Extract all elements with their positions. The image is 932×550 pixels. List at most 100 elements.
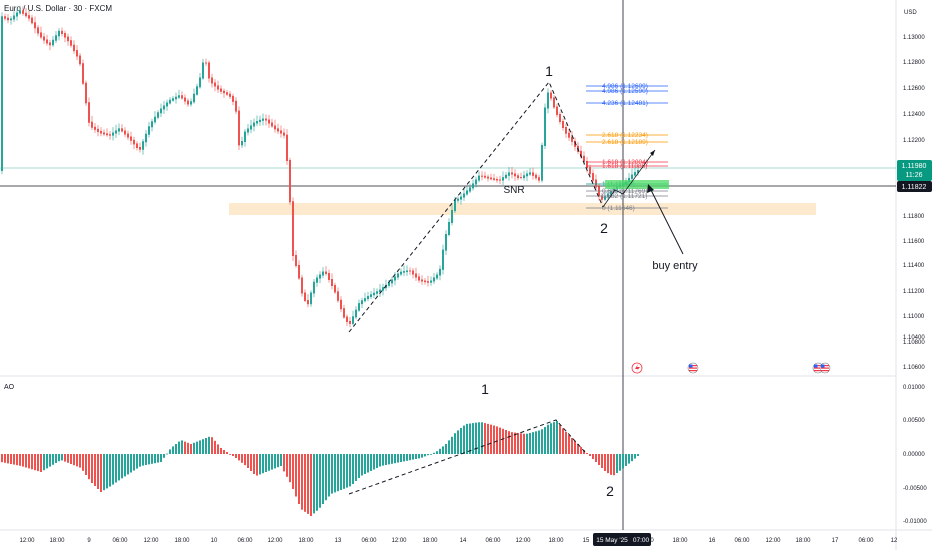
time-label[interactable]: 18:00 xyxy=(795,538,811,544)
time-label[interactable]: 17 xyxy=(832,538,839,544)
candle-body xyxy=(190,101,192,105)
candle-body xyxy=(118,128,120,132)
time-label[interactable]: 06:00 xyxy=(361,538,377,544)
ao-divergence-line[interactable] xyxy=(348,419,586,495)
price-tick-label[interactable]: 1.11200 xyxy=(903,289,925,295)
price-tick-label[interactable]: 1.11400 xyxy=(903,263,925,269)
time-label[interactable]: 16 xyxy=(709,538,716,544)
fib-level-label[interactable]: 0 (1.11646) xyxy=(602,205,635,212)
price-tick-label[interactable]: 1.10800 xyxy=(903,340,925,346)
time-label[interactable]: 12 xyxy=(891,538,898,544)
price-tick-label[interactable]: 1.11600 xyxy=(903,239,925,245)
ao-pivot-1-label[interactable]: 1 xyxy=(481,381,489,397)
candle-body xyxy=(187,100,189,105)
fib-level-label[interactable]: 2.618 (1.12189) xyxy=(602,139,648,146)
pivot-2-label[interactable]: 2 xyxy=(600,220,608,236)
time-label[interactable]: 0 xyxy=(650,538,654,544)
time-label[interactable]: 10 xyxy=(211,538,218,544)
time-label[interactable]: 06:00 xyxy=(485,538,501,544)
time-axis-labels[interactable]: 12:00 18:00 9 06:00 12:00 18:00 10 06:00 12:00 18… xyxy=(19,538,898,544)
us-flag-icon[interactable] xyxy=(687,362,699,374)
fib-level-label[interactable]: 2.618 (1.12234) xyxy=(602,132,648,139)
fib-level-label[interactable]: 1.618 (1.12004) xyxy=(602,159,648,166)
pivot-1-label[interactable]: 1 xyxy=(545,63,553,79)
price-axis-ticks[interactable]: 1.13000 1.12800 1.12600 1.12400 1.12200 1.118… xyxy=(903,35,925,371)
buy-entry-label[interactable]: buy entry xyxy=(652,260,698,272)
candle-body xyxy=(436,274,438,279)
price-tick-label[interactable]: 1.11000 xyxy=(903,314,925,320)
ao-bar xyxy=(175,444,177,454)
time-label[interactable]: 14 xyxy=(460,538,467,544)
ao-bar xyxy=(535,431,537,454)
fib-level-label[interactable]: 1.618 (1.11985) xyxy=(602,163,647,170)
candle-body xyxy=(340,299,342,310)
fib-level-label[interactable]: 4.986 (1.12609) xyxy=(602,83,648,90)
candle-body xyxy=(202,62,204,79)
candle-body xyxy=(460,196,462,200)
ao-pivot-2-label[interactable]: 2 xyxy=(606,483,614,499)
time-label[interactable]: 06:00 xyxy=(734,538,750,544)
pattern-dashed-line[interactable] xyxy=(348,81,604,333)
ao-tick-label[interactable]: -0.00500 xyxy=(903,486,927,492)
time-label[interactable]: 18:00 xyxy=(422,538,438,544)
snr-label[interactable]: SNR xyxy=(503,185,524,196)
time-label[interactable]: 12:00 xyxy=(765,538,781,544)
fib-level-label[interactable]: 4.986 (1.12590) xyxy=(602,88,648,95)
ao-tick-label[interactable]: 0.01000 xyxy=(903,385,925,391)
ao-tick-label[interactable]: 0.00000 xyxy=(903,452,925,458)
time-label[interactable]: 12:00 xyxy=(143,538,159,544)
time-label[interactable]: 12:00 xyxy=(19,538,35,544)
time-label[interactable]: 12:00 xyxy=(391,538,407,544)
time-label[interactable]: 13 xyxy=(335,538,342,544)
currency-label[interactable]: USD xyxy=(904,10,917,16)
candle-body xyxy=(133,139,135,145)
price-tick-label[interactable]: 1.12400 xyxy=(903,112,925,118)
price-tick-label[interactable]: 1.10600 xyxy=(903,365,925,371)
buy-entry-zone[interactable] xyxy=(605,180,669,189)
candle-body xyxy=(568,132,570,138)
ao-tick-label[interactable]: -0.01000 xyxy=(903,519,927,525)
time-label[interactable]: 9 xyxy=(87,538,91,544)
price-tick-label[interactable]: 1.12800 xyxy=(903,60,925,66)
ao-bar xyxy=(79,454,81,468)
lightning-icon[interactable] xyxy=(631,362,643,374)
ao-bar xyxy=(505,430,507,454)
candle-body xyxy=(391,279,393,284)
time-label[interactable]: 15 xyxy=(583,538,590,544)
price-tick-label[interactable]: 1.13000 xyxy=(903,35,925,41)
time-label[interactable]: 18:00 xyxy=(298,538,314,544)
price-tick-label[interactable]: 1.12600 xyxy=(903,86,925,92)
price-tick-label[interactable]: 1.12200 xyxy=(903,138,925,144)
us-flag-icon[interactable] xyxy=(819,362,831,374)
candle-body xyxy=(301,277,303,294)
time-label[interactable]: 06:00 xyxy=(858,538,874,544)
time-label[interactable]: 18:00 xyxy=(672,538,688,544)
ao-bar xyxy=(31,454,33,470)
candle-body xyxy=(52,39,54,46)
ao-tick-label[interactable]: 0.00500 xyxy=(903,418,925,424)
buy-entry-arrow[interactable] xyxy=(649,187,684,255)
time-label[interactable]: 18:00 xyxy=(548,538,564,544)
snr-zone[interactable] xyxy=(229,203,816,215)
price-tick-label[interactable]: 1.11800 xyxy=(903,214,925,220)
time-label[interactable]: 18:00 xyxy=(174,538,190,544)
fib-level-label[interactable]: 0.382 (1.11721) xyxy=(602,193,647,200)
ao-bar xyxy=(148,454,150,465)
time-label[interactable]: 12:00 xyxy=(515,538,531,544)
candle-body xyxy=(505,174,507,179)
ao-bar xyxy=(568,435,570,454)
time-label[interactable]: 06:00 xyxy=(112,538,128,544)
ao-bar xyxy=(301,454,303,510)
time-label[interactable]: 12:00 xyxy=(267,538,283,544)
price-tick-label[interactable]: 1.10400 xyxy=(903,335,925,341)
ao-bar xyxy=(391,454,393,464)
ao-bar xyxy=(415,454,417,459)
time-label[interactable]: 18:00 xyxy=(49,538,65,544)
projection-line[interactable] xyxy=(602,149,656,208)
time-label[interactable]: 06:00 xyxy=(237,538,253,544)
fib-level-label[interactable]: 4.236 (1.12481) xyxy=(602,100,648,107)
ao-axis-ticks[interactable]: 0.01000 0.00500 0.00000 -0.00500 -0.01000 xyxy=(903,385,927,525)
ao-bar xyxy=(322,454,324,504)
candle-body xyxy=(427,281,429,283)
